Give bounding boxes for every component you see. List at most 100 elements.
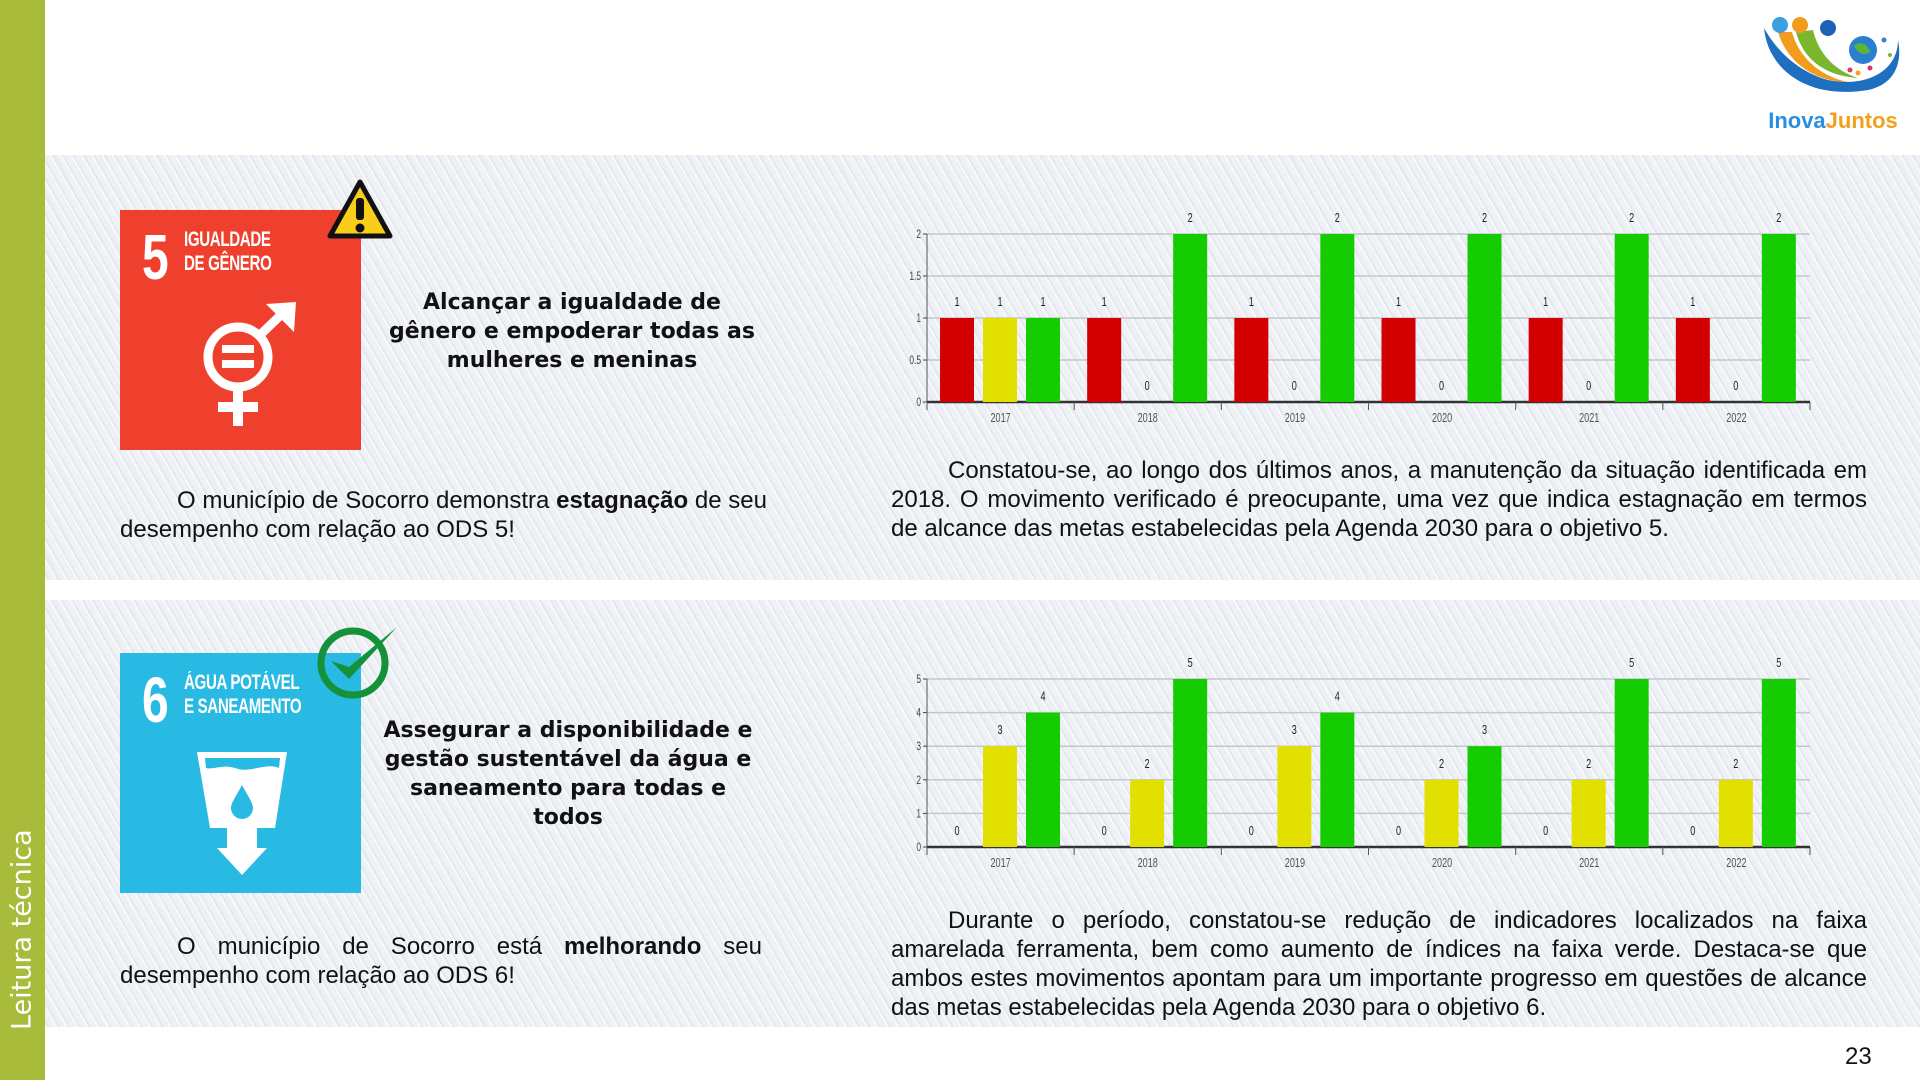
data-label: 0 [1102, 825, 1107, 839]
sidebar-label: Leitura técnica [6, 829, 38, 1030]
data-label: 1 [997, 296, 1002, 310]
y-tick-label: 0.5 [909, 355, 921, 368]
x-tick-label: 2021 [1579, 412, 1599, 426]
y-tick-label: 0 [916, 397, 921, 410]
y-tick-label: 5 [916, 674, 921, 687]
data-label: 1 [1690, 296, 1695, 310]
sdg6-summary: O município de Socorro está melhorando s… [120, 933, 762, 989]
bar-amarelo [1277, 746, 1312, 847]
bar-amarelo [1571, 779, 1606, 847]
data-label: 1 [1543, 296, 1548, 310]
inovajuntos-logo: InovaJuntos [1764, 17, 1900, 133]
data-label: 0 [1439, 380, 1444, 394]
bar-vermelho [1381, 318, 1416, 402]
data-label: 1 [1102, 296, 1107, 310]
bar-amarelo [1424, 779, 1459, 847]
y-tick-label: 3 [916, 741, 921, 754]
bar-vermelho [940, 318, 974, 402]
data-label: 5 [1629, 657, 1634, 671]
bar-verde [1026, 318, 1060, 402]
x-tick-label: 2017 [990, 412, 1010, 426]
bar-verde [1761, 679, 1796, 847]
sdg5-heading: Alcançar a igualdade de gênero e empoder… [389, 290, 755, 373]
data-label: 1 [1396, 296, 1401, 310]
bar-vermelho [1234, 318, 1269, 402]
x-tick-label: 2020 [1432, 857, 1452, 871]
x-tick-label: 2019 [1285, 412, 1305, 426]
sdg5-summary: O município de Socorro demonstra estagna… [120, 487, 768, 543]
bar-verde [1467, 746, 1502, 847]
data-label: 2 [1482, 212, 1487, 226]
data-label: 0 [1292, 380, 1297, 394]
y-tick-label: 1.5 [909, 271, 921, 284]
data-label: 0 [1145, 380, 1150, 394]
data-label: 5 [1188, 657, 1193, 671]
sdg6-badge: 6 ÁGUA POTÁVEL E SANEAMENTO [120, 653, 361, 893]
x-tick-label: 2018 [1138, 412, 1158, 426]
data-label: 1 [1249, 296, 1254, 310]
data-label: 2 [1586, 757, 1591, 771]
data-label: 2 [1439, 757, 1444, 771]
data-label: 2 [1188, 212, 1193, 226]
data-label: 0 [1586, 380, 1591, 394]
bar-verde [1614, 679, 1649, 847]
data-label: 4 [1040, 690, 1045, 704]
sdg5-badge: 5 IGUALDADE DE GÊNERO [120, 210, 361, 450]
data-label: 1 [1040, 296, 1045, 310]
bar-verde [1761, 234, 1796, 402]
bar-vermelho [1675, 318, 1710, 402]
bar-verde [1173, 679, 1208, 847]
bar-amarelo [1718, 779, 1753, 847]
data-label: 0 [1733, 380, 1738, 394]
bar-verde [1173, 234, 1208, 402]
sdg6-bar-chart: 0 1 2 3 4 5 2017 0 3 4 2018 0 2 5 2019 0 3 4 2020 0 2 3 2021 0 2… [916, 657, 1811, 871]
data-label: 0 [1690, 825, 1695, 839]
x-tick-label: 2019 [1285, 857, 1305, 871]
data-label: 2 [1776, 212, 1781, 226]
bar-verde [1320, 234, 1355, 402]
x-tick-label: 2022 [1726, 412, 1746, 426]
bar-verde [1467, 234, 1502, 402]
data-label: 0 [954, 825, 959, 839]
bar-vermelho [1528, 318, 1563, 402]
data-label: 2 [1145, 757, 1150, 771]
data-label: 2 [1629, 212, 1634, 226]
data-label: 1 [954, 296, 959, 310]
sdg-title-line2: DE GÊNERO [184, 252, 272, 275]
bar-verde [1026, 712, 1060, 847]
y-tick-label: 1 [916, 313, 921, 326]
sdg-number: 6 [142, 664, 169, 736]
sdg5-analysis: Constatou-se, ao longo dos últimos anos,… [891, 457, 1867, 542]
sidebar: Leitura técnica [0, 0, 45, 1080]
data-label: 0 [1543, 825, 1548, 839]
sdg-title-line1: ÁGUA POTÁVEL [184, 671, 300, 694]
y-tick-label: 2 [916, 229, 921, 242]
data-label: 3 [997, 724, 1002, 738]
sdg-title-line1: IGUALDADE [184, 228, 271, 251]
y-tick-label: 1 [916, 808, 921, 821]
bar-verde [1320, 712, 1355, 847]
bar-amarelo [983, 318, 1017, 402]
page-number: 23 [1845, 1043, 1872, 1070]
y-tick-label: 0 [916, 842, 921, 855]
data-label: 5 [1776, 657, 1781, 671]
x-tick-label: 2020 [1432, 412, 1452, 426]
bar-verde [1614, 234, 1649, 402]
sdg6-heading: Assegurar a disponibilidade e gestão sus… [383, 718, 753, 830]
data-label: 4 [1335, 690, 1340, 704]
x-tick-label: 2017 [990, 857, 1010, 871]
sdg-number: 5 [142, 221, 169, 293]
data-label: 3 [1482, 724, 1487, 738]
y-tick-label: 4 [916, 707, 921, 720]
x-tick-label: 2022 [1726, 857, 1746, 871]
warning-icon [327, 179, 393, 239]
x-tick-label: 2021 [1579, 857, 1599, 871]
data-label: 2 [1335, 212, 1340, 226]
gender-equality-icon [203, 302, 296, 426]
logo-text-inova: Inova [1768, 108, 1826, 133]
data-label: 0 [1396, 825, 1401, 839]
svg-text:InovaJuntos: InovaJuntos [1768, 108, 1898, 133]
data-label: 2 [1733, 757, 1738, 771]
check-icon [317, 627, 397, 699]
